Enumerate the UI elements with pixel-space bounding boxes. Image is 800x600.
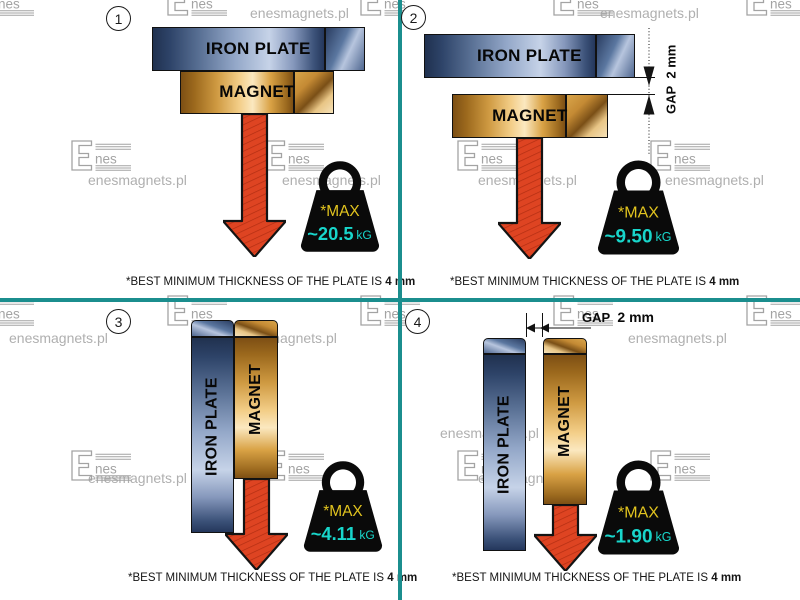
svg-text:nes: nes [95, 152, 117, 167]
svg-text:~9.50: ~9.50 [604, 227, 652, 248]
svg-text:nes: nes [191, 0, 213, 12]
svg-text:kG: kG [356, 228, 371, 242]
svg-text:nes: nes [0, 0, 20, 12]
svg-text:nes: nes [577, 0, 599, 12]
svg-text:*MAX: *MAX [618, 205, 659, 222]
svg-text:*MAX: *MAX [320, 203, 359, 220]
svg-text:nes: nes [0, 307, 20, 322]
svg-text:nes: nes [770, 307, 792, 322]
svg-text:kG: kG [359, 528, 374, 542]
svg-text:nes: nes [384, 307, 406, 322]
svg-text:*MAX: *MAX [618, 505, 659, 522]
svg-text:~4.11: ~4.11 [311, 523, 356, 544]
svg-text:kG: kG [656, 230, 672, 244]
svg-text:nes: nes [770, 0, 792, 12]
svg-text:kG: kG [656, 530, 672, 544]
svg-text:~20.5: ~20.5 [307, 223, 353, 244]
svg-text:*MAX: *MAX [323, 503, 362, 520]
svg-text:nes: nes [95, 462, 117, 477]
svg-text:~1.90: ~1.90 [604, 527, 652, 548]
